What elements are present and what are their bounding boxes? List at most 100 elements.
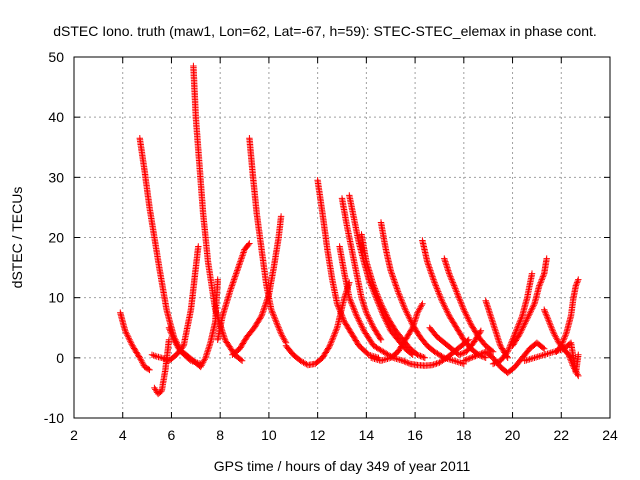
data-point xyxy=(198,362,205,369)
data-point xyxy=(542,309,549,316)
data-point xyxy=(377,300,385,307)
data-point xyxy=(396,291,403,298)
data-point xyxy=(123,330,130,337)
data-point xyxy=(351,308,358,315)
data-point xyxy=(397,296,405,303)
data-point xyxy=(390,324,398,332)
data-arc xyxy=(509,255,550,349)
data-point xyxy=(522,318,529,325)
data-arc xyxy=(190,62,246,364)
data-point xyxy=(237,344,244,351)
data-point xyxy=(351,306,358,313)
data-point xyxy=(450,282,458,289)
data-point xyxy=(398,343,405,350)
data-point xyxy=(195,243,202,250)
data-point xyxy=(167,329,174,336)
x-tick-label: 12 xyxy=(310,427,326,443)
data-point xyxy=(405,360,412,367)
data-point xyxy=(421,354,428,361)
data-point xyxy=(470,353,478,360)
data-point xyxy=(547,321,554,328)
data-point xyxy=(412,315,419,322)
data-point xyxy=(371,283,378,291)
data-point xyxy=(199,360,206,368)
data-point xyxy=(372,327,379,334)
data-point xyxy=(559,338,567,345)
data-point xyxy=(466,318,473,325)
data-point xyxy=(473,330,480,338)
data-point xyxy=(364,350,371,357)
data-point xyxy=(273,318,280,325)
data-point xyxy=(488,315,495,322)
data-point xyxy=(372,286,379,294)
data-point xyxy=(397,294,404,301)
data-point xyxy=(543,312,550,319)
data-point xyxy=(330,333,337,340)
data-point xyxy=(350,333,357,340)
data-point xyxy=(124,332,131,339)
data-point xyxy=(505,347,512,354)
data-point xyxy=(197,363,204,371)
data-point xyxy=(131,346,139,353)
data-point xyxy=(537,279,544,286)
data-point xyxy=(364,312,371,319)
data-point xyxy=(471,338,478,345)
data-point xyxy=(382,311,390,318)
data-point xyxy=(439,299,446,306)
data-point xyxy=(335,303,342,310)
data-point xyxy=(400,302,407,309)
data-point xyxy=(494,358,501,366)
data-point xyxy=(530,302,537,309)
data-point xyxy=(454,291,461,298)
data-point xyxy=(497,342,504,349)
data-point xyxy=(451,283,458,291)
data-point xyxy=(554,336,561,343)
data-point xyxy=(413,328,420,335)
data-point xyxy=(327,341,334,348)
data-point xyxy=(278,332,286,339)
data-point xyxy=(572,282,580,289)
data-point xyxy=(492,359,500,366)
data-point xyxy=(274,323,282,330)
data-point xyxy=(544,315,552,322)
data-point xyxy=(340,317,347,324)
data-point xyxy=(452,286,460,294)
data-point xyxy=(466,355,473,362)
data-point xyxy=(168,332,176,339)
data-point xyxy=(457,299,464,306)
data-point xyxy=(453,290,461,297)
data-point xyxy=(546,320,553,327)
data-point xyxy=(514,323,522,330)
data-point xyxy=(399,300,407,307)
data-point xyxy=(541,345,548,352)
data-point xyxy=(336,306,343,313)
data-point xyxy=(538,276,545,283)
data-point xyxy=(540,271,547,279)
data-point xyxy=(397,344,404,351)
data-point xyxy=(380,305,387,312)
data-point xyxy=(404,359,411,366)
data-point xyxy=(366,317,374,324)
data-point xyxy=(403,333,411,341)
data-point xyxy=(456,329,463,337)
data-point xyxy=(276,326,283,333)
data-point xyxy=(486,311,494,318)
data-point xyxy=(454,325,461,333)
data-point xyxy=(447,273,454,280)
data-point xyxy=(146,366,153,374)
data-point xyxy=(382,309,389,316)
data-point xyxy=(125,335,132,342)
data-point xyxy=(456,296,463,303)
y-tick-label: -10 xyxy=(44,410,64,426)
data-point xyxy=(573,279,581,286)
data-point xyxy=(486,309,493,316)
data-point xyxy=(403,309,410,316)
data-point xyxy=(347,297,354,304)
x-tick-label: 18 xyxy=(456,427,472,443)
data-point xyxy=(547,323,555,330)
data-point xyxy=(351,334,358,341)
data-point xyxy=(136,354,143,361)
data-point xyxy=(550,329,557,336)
